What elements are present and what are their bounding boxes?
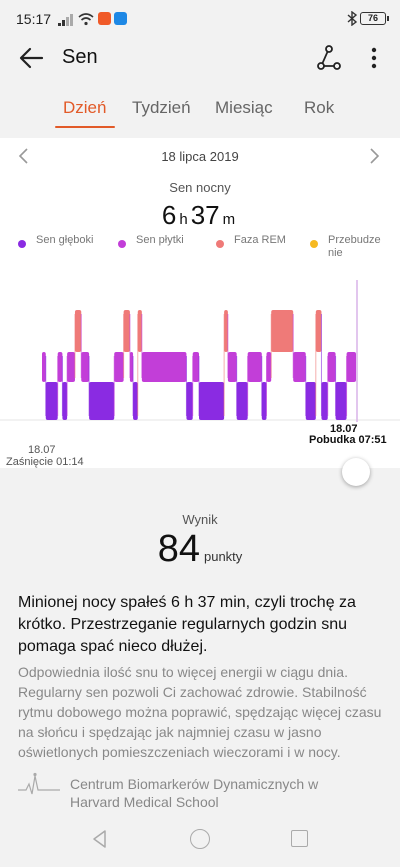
- back-arrow-icon[interactable]: [18, 44, 46, 72]
- sleep-segment: [335, 382, 347, 420]
- score: 84 punkty: [0, 528, 400, 571]
- chart-end-time: Pobudka 07:51: [309, 434, 387, 446]
- legend-dot: [118, 240, 126, 248]
- duration-minutes-unit: m: [222, 211, 236, 228]
- nav-recent-icon[interactable]: [291, 830, 308, 847]
- date-label: 18 lipca 2019: [161, 149, 239, 164]
- duration-hours: 6: [161, 200, 177, 230]
- share-icon[interactable]: [316, 44, 342, 72]
- status-time: 15:17: [16, 11, 52, 27]
- sleep-stage-chart[interactable]: [0, 270, 400, 430]
- sleep-segment: [129, 352, 134, 382]
- sleep-segment: [186, 382, 193, 420]
- sleep-segment: [261, 382, 267, 420]
- nav-back-icon[interactable]: [90, 829, 110, 849]
- tab-week[interactable]: Tydzień: [132, 98, 191, 117]
- chevron-right-icon[interactable]: [368, 147, 382, 165]
- duration-minutes: 37: [190, 200, 220, 230]
- sleep-segment: [114, 352, 124, 382]
- sleep-segment: [137, 310, 142, 352]
- chevron-left-icon[interactable]: [16, 147, 30, 165]
- sleep-segment: [81, 352, 90, 382]
- tab-year[interactable]: Rok: [304, 98, 335, 117]
- sleep-advice-text: Odpowiednia ilość snu to więcej energii …: [18, 664, 382, 760]
- battery-icon: 76: [360, 12, 389, 25]
- sleep-segment: [133, 382, 138, 420]
- sleep-segment: [321, 382, 328, 420]
- score-unit: punkty: [203, 549, 243, 564]
- chart-start-date: 18.07: [28, 444, 56, 456]
- wifi-icon: [78, 13, 94, 26]
- source-attribution: Centrum Biomarkerów Dynamicznych w Harva…: [70, 776, 319, 810]
- sleep-segment: [236, 382, 248, 420]
- sleep-assessment-headline: Minionej nocy spałeś 6 h 37 min, czyli t…: [18, 594, 356, 655]
- sleep-segment: [247, 352, 262, 382]
- app-notification-icon: [114, 12, 127, 25]
- sleep-segment: [224, 310, 228, 352]
- sleep-segment: [327, 352, 336, 382]
- sleep-segment: [57, 352, 63, 382]
- nav-home-icon[interactable]: [190, 829, 210, 849]
- legend-dot: [18, 240, 26, 248]
- legend-label: Przebudzenie: [328, 234, 381, 259]
- sleep-segment: [192, 352, 199, 382]
- sleep-segment: [74, 310, 82, 352]
- signal-icon: [58, 14, 73, 26]
- chart-start-time: Zaśnięcie 01:14: [6, 456, 84, 468]
- app-notification-icon: [98, 12, 111, 25]
- sleep-segment: [199, 382, 225, 420]
- period-tabs: Dzień Tydzień Miesiąc Rok: [0, 98, 400, 134]
- legend-dot: [216, 240, 224, 248]
- sleep-segment: [89, 382, 115, 420]
- legend-dot: [310, 240, 318, 248]
- legend-label: Faza REM: [234, 234, 286, 246]
- legend-label: Sen głęboki: [36, 234, 94, 246]
- score-value: 84: [157, 528, 200, 570]
- chart-end-date: 18.07: [330, 423, 358, 435]
- sleep-segment: [266, 352, 272, 382]
- sleep-duration: 6 h 37 m: [0, 200, 400, 231]
- sleep-segment: [305, 382, 316, 420]
- duration-hours-unit: h: [179, 211, 188, 228]
- sleep-segment: [271, 310, 294, 352]
- sleep-segment: [67, 352, 75, 382]
- harvard-logo-icon: [18, 772, 60, 795]
- sleep-segment: [45, 382, 58, 420]
- more-vertical-icon[interactable]: [366, 44, 382, 72]
- tab-month[interactable]: Miesiąc: [215, 98, 273, 117]
- bluetooth-icon: [347, 11, 358, 26]
- sleep-segment: [42, 352, 46, 382]
- sleep-segment: [315, 310, 322, 352]
- tab-day[interactable]: Dzień: [63, 98, 107, 117]
- sleep-segment: [141, 352, 187, 382]
- sleep-segment: [123, 310, 130, 352]
- sleep-segment: [346, 352, 356, 382]
- legend-label: Sen płytki: [136, 234, 184, 246]
- sleep-segment: [227, 352, 237, 382]
- status-bar: 15:17 76: [0, 0, 400, 36]
- summary-label: Sen nocny: [169, 180, 231, 195]
- tab-indicator: [55, 126, 115, 128]
- page-title: Sen: [62, 46, 98, 68]
- sleep-segment: [62, 382, 68, 420]
- sleep-segment: [293, 352, 306, 382]
- score-label: Wynik: [182, 512, 218, 527]
- chart-scrub-handle[interactable]: [342, 458, 370, 486]
